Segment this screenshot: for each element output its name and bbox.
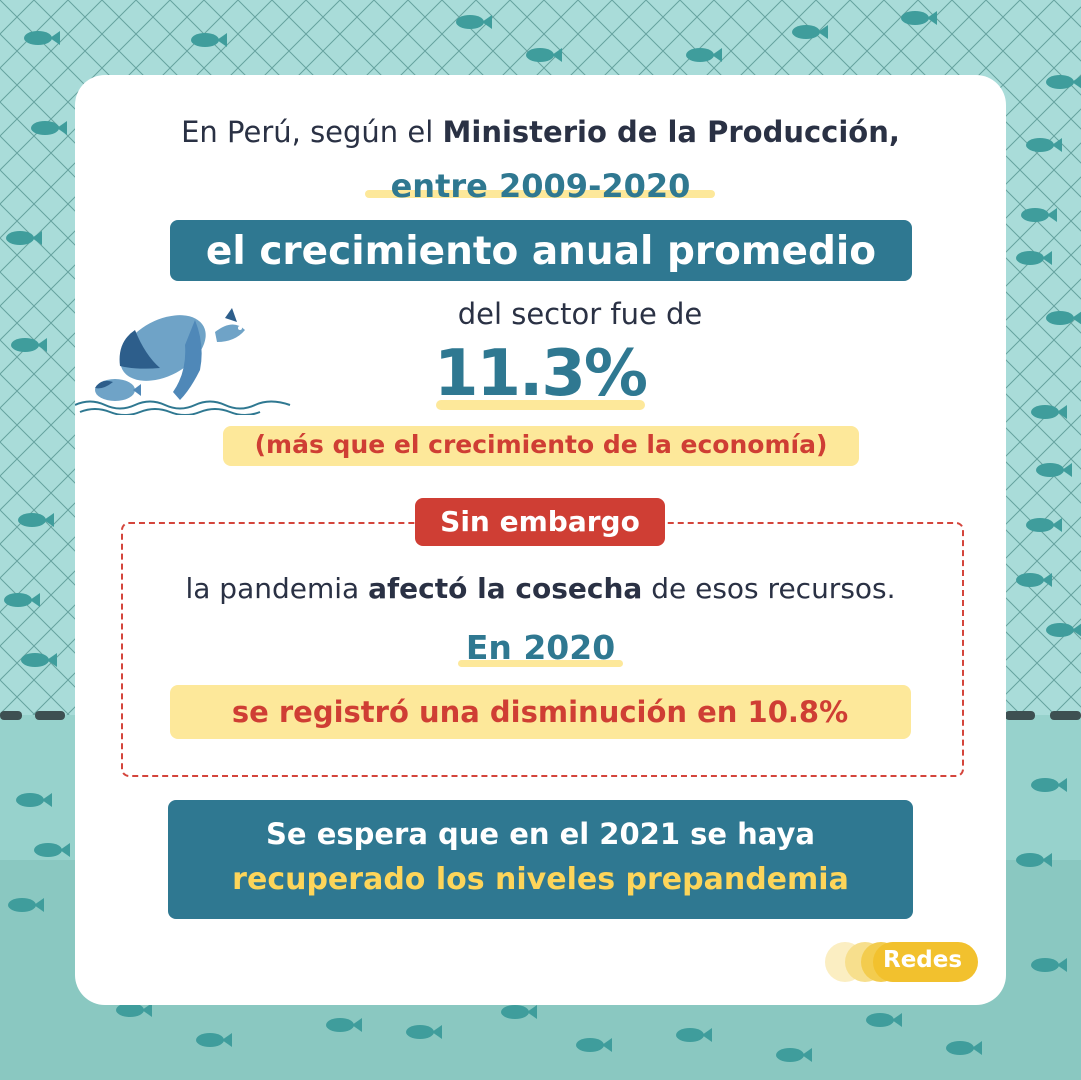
pandemic-text-start: la pandemia bbox=[185, 572, 369, 605]
pandemic-text-emphasis: afectó la cosecha bbox=[368, 572, 643, 605]
year-highlight bbox=[458, 660, 623, 667]
ministry-name: Ministerio de la Producción, bbox=[442, 115, 900, 149]
year-2020: En 2020 bbox=[465, 628, 616, 667]
however-tag: Sin embargo bbox=[440, 505, 640, 538]
sector-line: del sector fue de bbox=[457, 297, 703, 331]
pandemic-text-end: de esos recursos. bbox=[642, 572, 896, 605]
decrease-banner bbox=[170, 685, 911, 739]
comparison-banner bbox=[223, 426, 859, 466]
brand-label: Redes bbox=[883, 947, 963, 973]
however-tag-badge bbox=[415, 498, 665, 546]
pandemic-line: la pandemia afectó la cosecha de esos re… bbox=[75, 572, 1006, 605]
content-card: En Perú, según el Ministerio de la Produ… bbox=[75, 75, 1006, 1005]
intro-text: En Perú, según el bbox=[181, 115, 443, 149]
outlook-line-2: recuperado los niveles prepandemia bbox=[232, 862, 849, 897]
outlook-line-1: Se espera que en el 2021 se haya bbox=[266, 817, 815, 851]
comparison-text: (más que el crecimiento de la economía) bbox=[254, 430, 828, 459]
years-highlight bbox=[365, 190, 715, 198]
growth-value: 11.3% bbox=[433, 337, 648, 411]
jumping-fish-icon bbox=[75, 308, 291, 415]
net-rope-icon bbox=[0, 711, 1081, 720]
growth-label-banner bbox=[170, 220, 912, 281]
intro-line: En Perú, según el Ministerio de la Produ… bbox=[75, 115, 1006, 149]
growth-label: el crecimiento anual promedio bbox=[205, 229, 877, 274]
outlook-box bbox=[168, 800, 913, 919]
brand-logo-icon bbox=[825, 942, 978, 982]
period-text: entre 2009-2020 bbox=[390, 167, 691, 205]
decrease-text: se registró una disminución en 10.8% bbox=[231, 695, 849, 729]
growth-value-highlight bbox=[436, 400, 645, 410]
